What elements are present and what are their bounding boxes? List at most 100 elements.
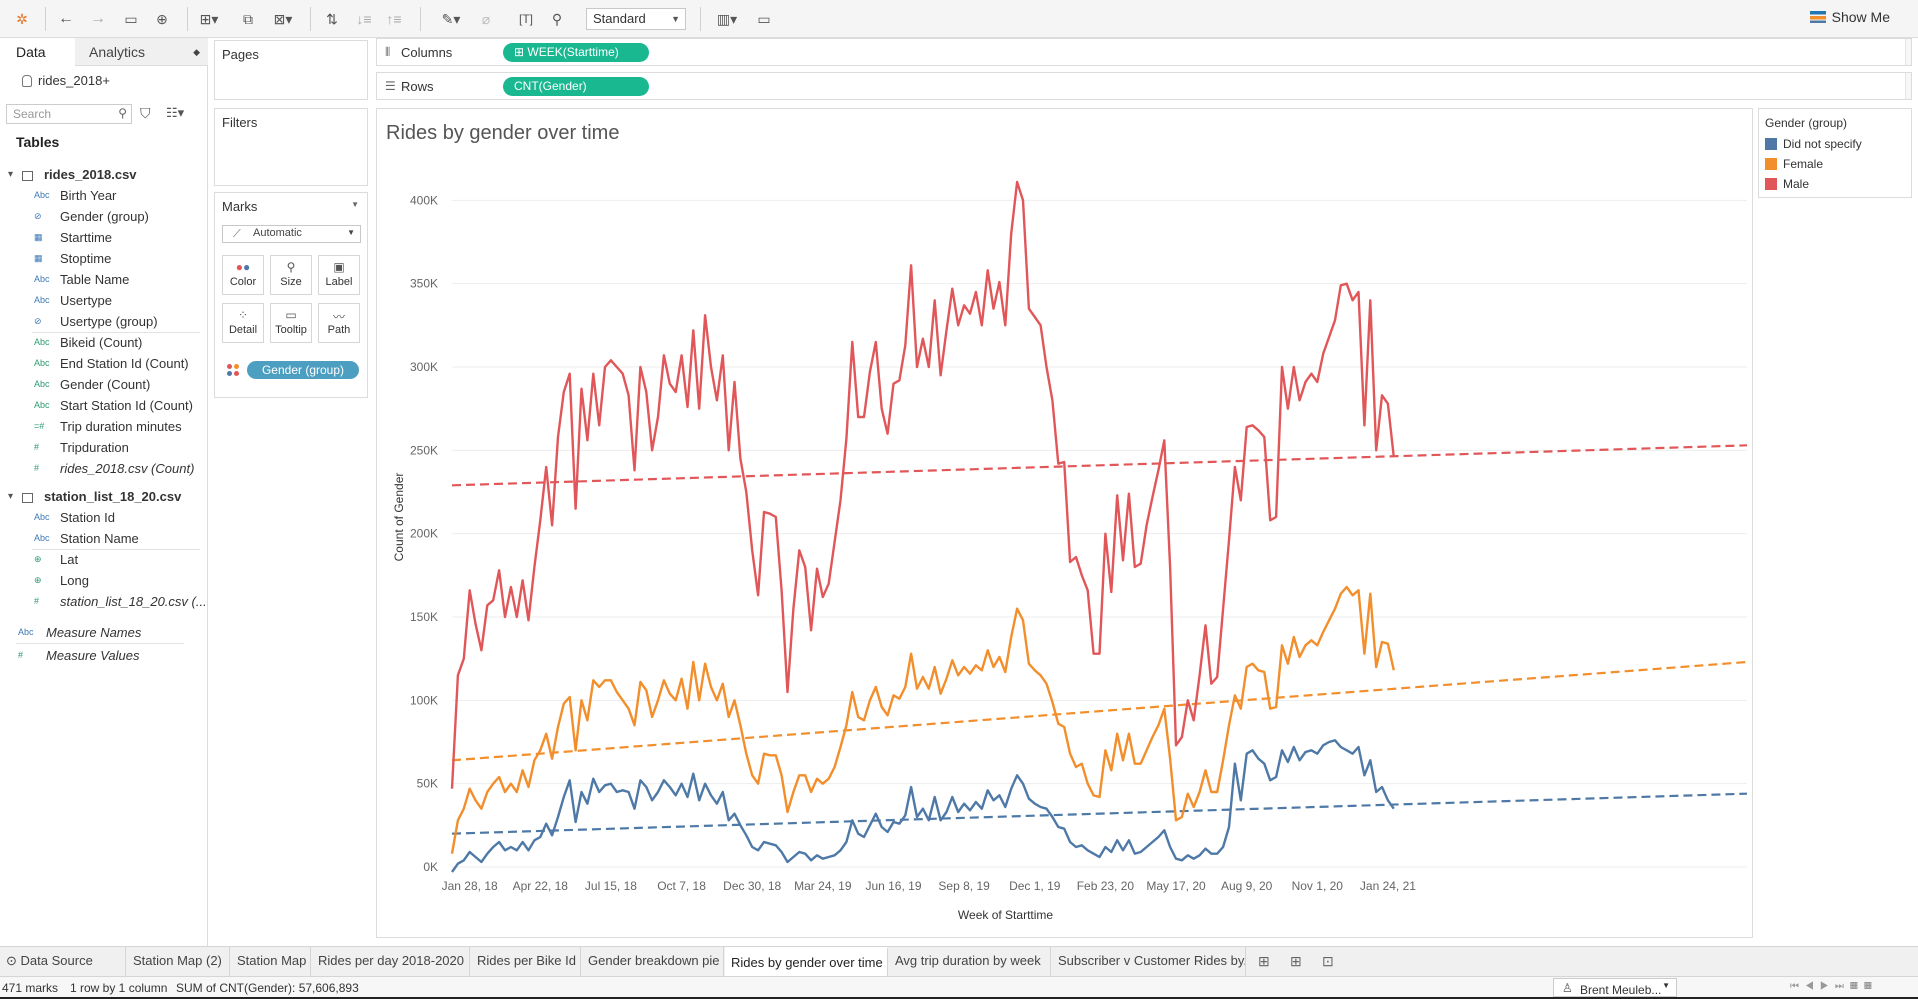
chevron-down-icon[interactable]: ▼ bbox=[351, 200, 359, 209]
sheet-navigation[interactable]: ⏮◀▶⏭▦▦ bbox=[1790, 981, 1878, 992]
field-rides-2018-csv-count[interactable]: # rides_2018.csv (Count) bbox=[0, 460, 200, 480]
path-button[interactable]: 〰 Path bbox=[318, 303, 360, 343]
columns-pill[interactable]: ⊞ WEEK(Starttime) bbox=[503, 43, 649, 62]
string-type-icon: Abc bbox=[34, 379, 50, 389]
pages-card[interactable]: Pages bbox=[214, 40, 368, 100]
field-name: Usertype bbox=[60, 293, 113, 308]
tab-subscriber-v-customer[interactable]: Subscriber v Customer Rides by... bbox=[1052, 947, 1246, 976]
shelf-scrollbar[interactable] bbox=[1905, 73, 1911, 99]
color-legend: Gender (group) Did not specify Female Ma… bbox=[1758, 108, 1912, 198]
field-name: Long bbox=[60, 573, 89, 588]
field-measure-names[interactable]: Abc Measure Names bbox=[0, 624, 200, 644]
tab-station-map-2[interactable]: Station Map (2) bbox=[127, 947, 230, 976]
table-station-list-18-20-csv[interactable]: ▾ station_list_18_20.csv bbox=[0, 488, 200, 508]
tab-rides-per-day[interactable]: Rides per day 2018-2020 bbox=[312, 947, 470, 976]
label-icon[interactable]: [T] bbox=[519, 12, 533, 26]
new-worksheet-icon[interactable]: ⊞ bbox=[1258, 953, 1270, 969]
columns-pill-label: WEEK(Starttime) bbox=[527, 45, 619, 59]
collapse-icon[interactable]: ▾ bbox=[8, 169, 14, 180]
fit-select[interactable]: Standard ▼ bbox=[586, 8, 686, 30]
tab-analytics[interactable]: Analytics ◆ bbox=[75, 38, 208, 66]
new-datasource-icon[interactable]: ⊕ bbox=[156, 11, 168, 27]
color-button[interactable]: ●● Color bbox=[222, 255, 264, 295]
save-icon[interactable]: ▭ bbox=[124, 11, 138, 27]
x-axis-title: Week of Starttime bbox=[958, 908, 1053, 922]
collapse-icon[interactable]: ▾ bbox=[8, 491, 14, 502]
tab-gender-breakdown-pie[interactable]: Gender breakdown pie bbox=[582, 947, 724, 976]
tab-rides-by-gender[interactable]: Rides by gender over time bbox=[725, 947, 888, 976]
new-story-icon[interactable]: ⊡ bbox=[1322, 953, 1334, 969]
highlight-icon[interactable]: ✎▾ bbox=[441, 11, 461, 27]
field-starttime[interactable]: ▦ Starttime bbox=[0, 229, 200, 249]
field-tripduration[interactable]: # Tripduration bbox=[0, 439, 200, 459]
duplicate-icon[interactable]: ⧉ bbox=[243, 11, 253, 27]
color-pill-gender-group[interactable]: Gender (group) bbox=[247, 361, 359, 379]
tab-data[interactable]: Data bbox=[0, 38, 75, 66]
tab-avg-trip-duration[interactable]: Avg trip duration by week bbox=[889, 947, 1051, 976]
group-icon[interactable]: ⌀ bbox=[481, 11, 491, 27]
tab-data-source[interactable]: ⊙ Data Source bbox=[0, 947, 126, 976]
field-long[interactable]: ⊕ Long bbox=[0, 572, 200, 592]
filter-icon[interactable]: ⛉ bbox=[140, 105, 151, 121]
tab-rides-per-bike[interactable]: Rides per Bike Id bbox=[471, 947, 581, 976]
label-button[interactable]: ▣ Label bbox=[318, 255, 360, 295]
new-worksheet-icon[interactable]: ⊞▾ bbox=[199, 11, 219, 27]
filters-card[interactable]: Filters bbox=[214, 108, 368, 186]
field-stoptime[interactable]: ▦ Stoptime bbox=[0, 250, 200, 270]
show-me-icon bbox=[1809, 11, 1826, 23]
series-line-female bbox=[450, 585, 1395, 854]
rows-pill-label: CNT(Gender) bbox=[514, 79, 587, 93]
field-station-list-18-20-csv[interactable]: # station_list_18_20.csv (... bbox=[0, 593, 207, 613]
x-tick-label: Jun 16, 19 bbox=[865, 879, 921, 893]
field-station-id[interactable]: Abc Station Id bbox=[0, 509, 200, 529]
field-usertype[interactable]: Abc Usertype bbox=[0, 292, 200, 312]
field-end-station-id-count[interactable]: Abc End Station Id (Count) bbox=[0, 355, 200, 375]
x-tick-label: Dec 1, 19 bbox=[1009, 879, 1061, 893]
data-source-icon: ⊙ bbox=[6, 953, 17, 968]
field-measure-values[interactable]: # Measure Values bbox=[0, 647, 200, 667]
rows-shelf[interactable]: ☰ Rows CNT(Gender) bbox=[376, 72, 1912, 100]
rows-shelf-label: Rows bbox=[401, 79, 434, 94]
field-usertype-group[interactable]: ⊘ Usertype (group) bbox=[0, 313, 200, 333]
field-table-name[interactable]: Abc Table Name bbox=[0, 271, 200, 291]
tooltip-button[interactable]: ▭ Tooltip bbox=[270, 303, 312, 343]
detail-button[interactable]: ⁘ Detail bbox=[222, 303, 264, 343]
presentation-icon[interactable]: ▭ bbox=[757, 11, 771, 27]
tableau-logo-icon[interactable]: ✲ bbox=[16, 11, 28, 27]
line-chart[interactable]: 0K 50K 100K 150K 200K 250K 300K 350K 400K Jan 28,… bbox=[377, 109, 1754, 939]
size-button[interactable]: ⚲ Size bbox=[270, 255, 312, 295]
sort-desc-icon[interactable]: ↑≡ bbox=[386, 11, 402, 27]
columns-shelf[interactable]: ⦀ Columns ⊞ WEEK(Starttime) bbox=[376, 38, 1912, 66]
field-gender-group[interactable]: ⊘ Gender (group) bbox=[0, 208, 200, 228]
field-start-station-id-count[interactable]: Abc Start Station Id (Count) bbox=[0, 397, 200, 417]
field-birth-year[interactable]: Abc Birth Year bbox=[0, 187, 200, 207]
field-station-name[interactable]: Abc Station Name bbox=[0, 530, 200, 550]
field-lat[interactable]: ⊕ Lat bbox=[0, 551, 200, 571]
tab-station-map[interactable]: Station Map bbox=[231, 947, 311, 976]
show-cards-icon[interactable]: ▥▾ bbox=[716, 11, 738, 27]
datasource-item[interactable]: rides_2018+ bbox=[22, 73, 110, 88]
rows-pill[interactable]: CNT(Gender) bbox=[503, 77, 649, 96]
mark-type-select[interactable]: ⟋ Automatic ▼ bbox=[222, 225, 361, 243]
user-menu[interactable]: ♙ Brent Meuleb... ▼ bbox=[1553, 978, 1677, 997]
string-type-icon: Abc bbox=[34, 190, 50, 200]
field-bikeid-count[interactable]: Abc Bikeid (Count) bbox=[0, 334, 200, 354]
chart-title: Rides by gender over time bbox=[386, 122, 620, 144]
field-trip-duration-minutes[interactable]: =# Trip duration minutes bbox=[0, 418, 200, 438]
sort-asc-icon[interactable]: ↓≡ bbox=[356, 11, 372, 27]
undo-icon[interactable]: ← bbox=[58, 10, 74, 27]
shelf-scrollbar[interactable] bbox=[1905, 39, 1911, 65]
redo-icon[interactable]: → bbox=[90, 10, 106, 27]
divider bbox=[16, 643, 184, 644]
search-input[interactable]: Search ⚲ bbox=[6, 104, 132, 124]
swap-icon[interactable]: ⇅ bbox=[326, 11, 338, 27]
table-icon bbox=[22, 493, 33, 503]
field-name: Table Name bbox=[60, 272, 130, 287]
pin-icon[interactable]: ⚲ bbox=[551, 11, 563, 27]
table-rides-2018-csv[interactable]: ▾ rides_2018.csv bbox=[0, 166, 200, 186]
clear-icon[interactable]: ⊠▾ bbox=[273, 11, 293, 27]
new-dashboard-icon[interactable]: ⊞ bbox=[1290, 953, 1302, 969]
field-gender-count[interactable]: Abc Gender (Count) bbox=[0, 376, 200, 396]
show-me-button[interactable]: Show Me bbox=[1809, 9, 1890, 25]
view-options-icon[interactable]: ☷▾ bbox=[166, 105, 185, 120]
